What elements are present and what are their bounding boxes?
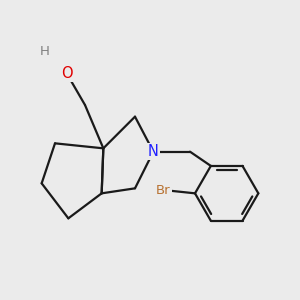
Text: O: O: [61, 66, 73, 81]
Text: Br: Br: [156, 184, 171, 196]
Text: N: N: [148, 144, 159, 159]
Text: H: H: [40, 45, 50, 58]
